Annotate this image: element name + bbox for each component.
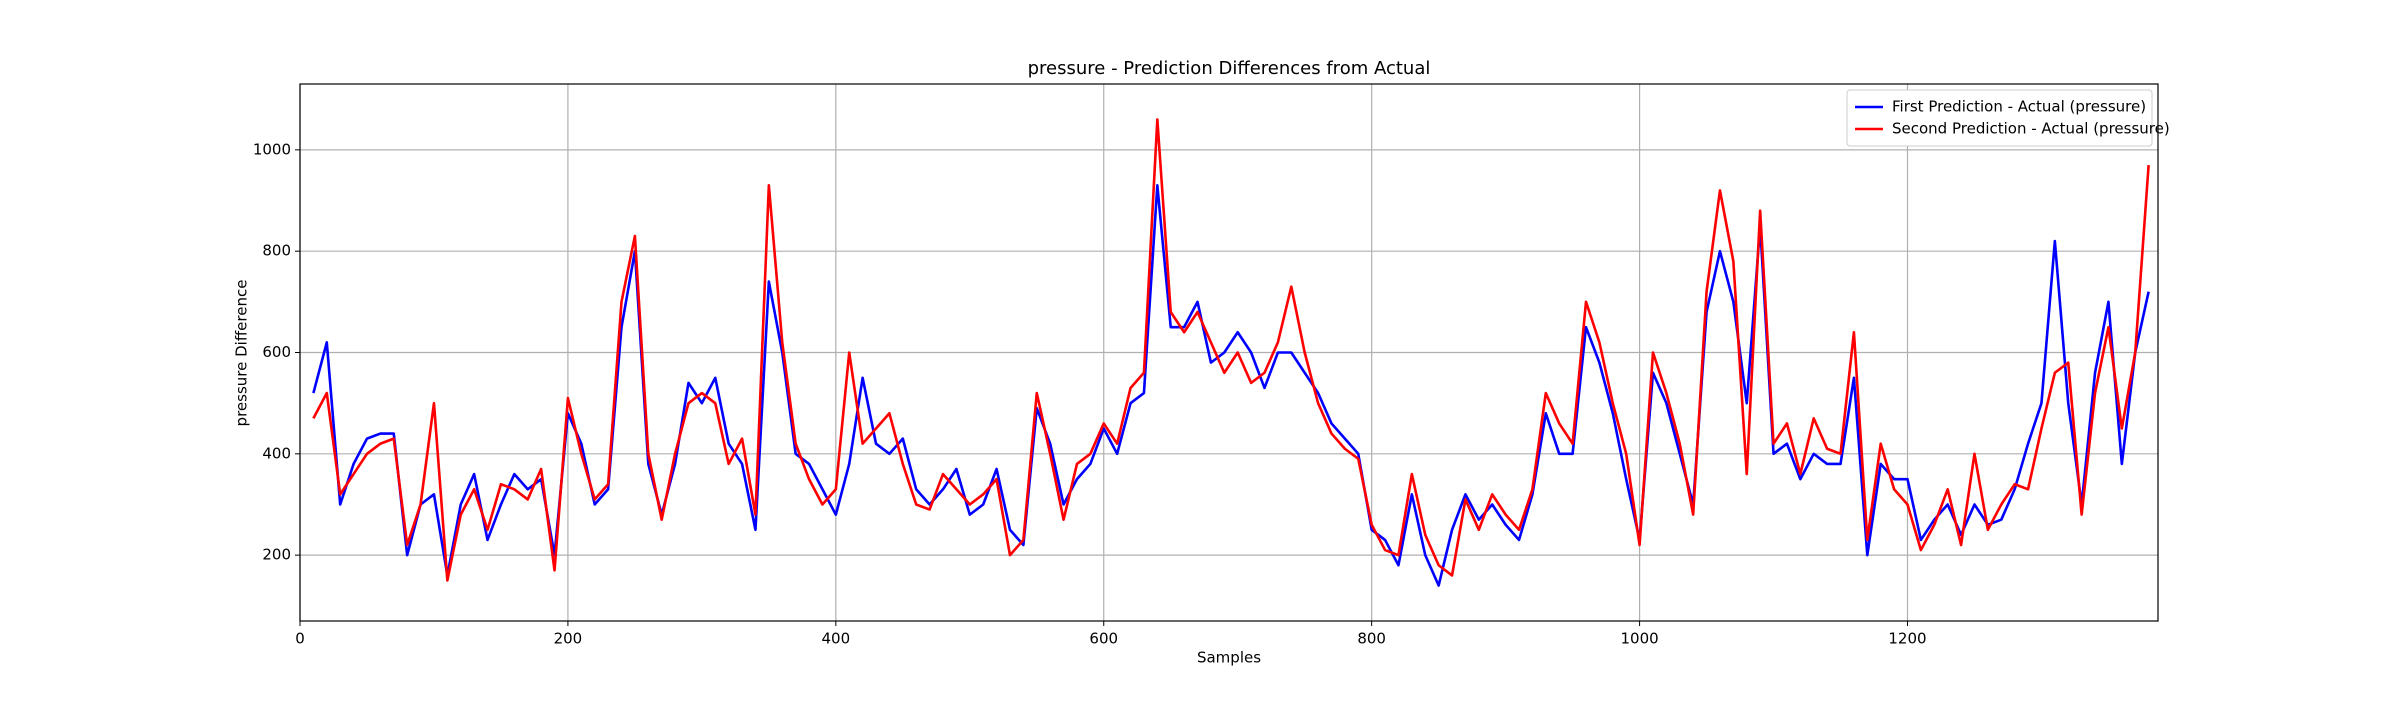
data-line — [312, 118, 2150, 582]
x-tick-label: 1000 — [1620, 630, 1658, 648]
y-tick-label: 1000 — [253, 140, 291, 158]
plot-frame — [299, 83, 2159, 622]
data-line — [312, 184, 2150, 587]
x-tick-label: 600 — [1089, 630, 1118, 648]
legend-label: Second Prediction - Actual (pressure) — [1892, 120, 2170, 138]
x-tick-label: 1200 — [1888, 630, 1926, 648]
legend-box — [1846, 89, 2153, 147]
x-tick-label: 200 — [554, 630, 583, 648]
x-tick-label: 400 — [822, 630, 851, 648]
legend-label: First Prediction - Actual (pressure) — [1892, 98, 2146, 116]
y-tick-label: 400 — [262, 444, 291, 462]
y-axis-label: pressure Difference — [233, 280, 251, 427]
chart-title: pressure - Prediction Differences from A… — [1028, 58, 1431, 79]
y-tick-label: 800 — [262, 242, 291, 260]
x-axis-label: Samples — [1197, 649, 1261, 667]
x-tick-label: 0 — [295, 630, 305, 648]
x-tick-label: 800 — [1357, 630, 1386, 648]
y-tick-label: 600 — [262, 343, 291, 361]
y-tick-label: 200 — [262, 546, 291, 564]
